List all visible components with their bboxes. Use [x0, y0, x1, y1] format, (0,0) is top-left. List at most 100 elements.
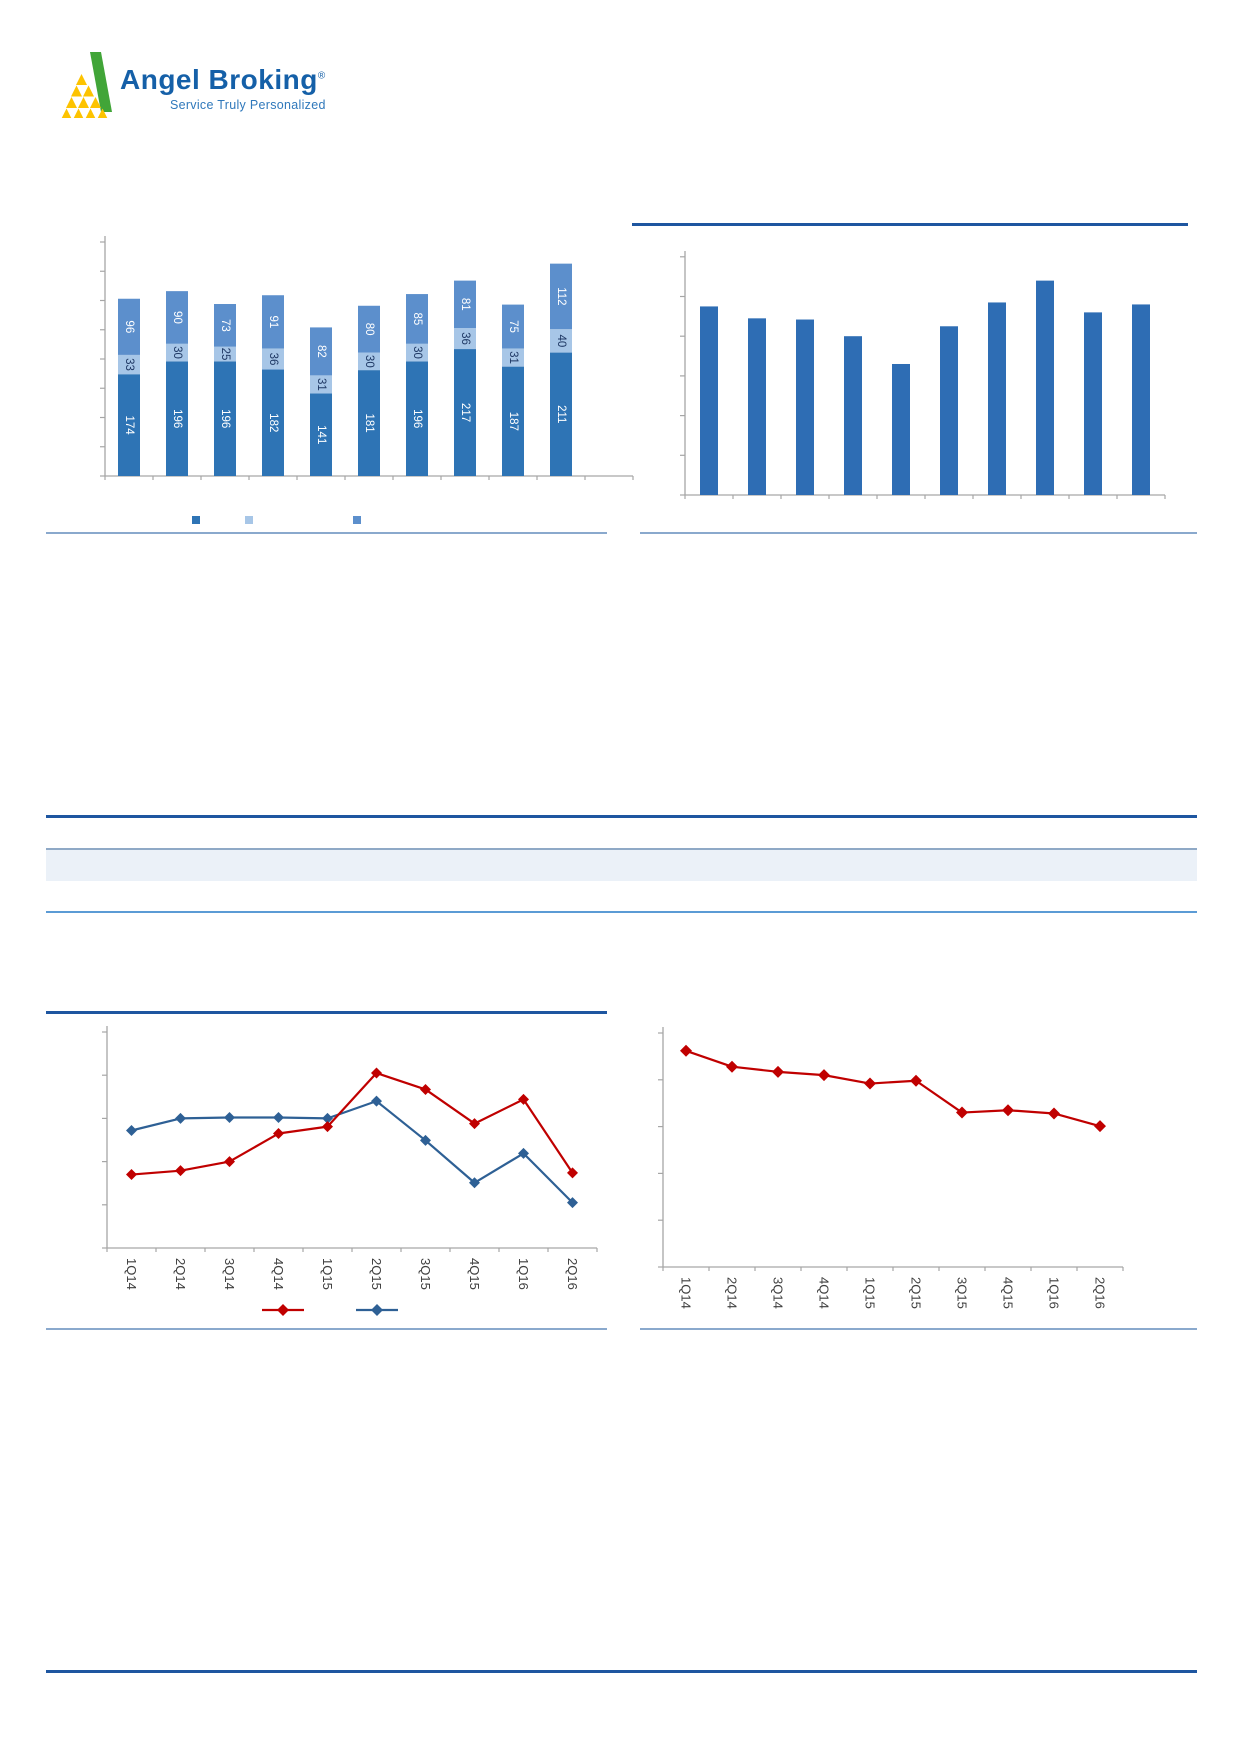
- bar-value-label: 33: [123, 358, 135, 371]
- blue-series-line: [131, 1100, 574, 1204]
- red-series-legend-marker: [277, 1304, 289, 1316]
- bar-value-label: 31: [315, 378, 327, 391]
- bar-value-label: 75: [507, 320, 519, 333]
- bar-value-label: 141: [315, 425, 327, 444]
- logo-yellow-triangle: [71, 85, 82, 97]
- logo-yellow-triangle: [90, 97, 101, 108]
- stacked-bar-segment: [406, 361, 428, 476]
- red-series-marker-diamond: [224, 1156, 235, 1168]
- stacked-bar-segment: [118, 374, 140, 476]
- red-series-marker-diamond: [371, 1067, 382, 1079]
- stacked-bar-segment: [454, 327, 476, 350]
- x-category-label: 2Q14: [725, 1277, 740, 1309]
- top-right-source-rule: [640, 532, 1197, 534]
- bar-value-label: 30: [411, 346, 423, 359]
- bar: [1036, 280, 1054, 495]
- stacked-bar-segment: [166, 361, 188, 476]
- x-category-label: 1Q14: [124, 1258, 139, 1290]
- logo-yellow-triangles: [61, 74, 108, 118]
- blue-series-marker-diamond: [273, 1112, 284, 1124]
- blue-series-marker-diamond: [175, 1112, 186, 1124]
- x-category-label: 2Q14: [173, 1258, 188, 1290]
- blue-series-marker-diamond: [518, 1147, 529, 1159]
- bar-value-label: 82: [315, 345, 327, 358]
- bar-value-label: 217: [459, 403, 471, 422]
- red-series-line: [131, 1071, 574, 1176]
- logo-text-block: Angel Broking® Service Truly Personalize…: [120, 52, 326, 113]
- bar-value-label: 182: [267, 413, 279, 432]
- blue-series-marker-diamond: [322, 1112, 333, 1124]
- bar-value-label: 112: [555, 287, 567, 305]
- logo-yellow-triangle: [66, 97, 77, 108]
- x-category-label: 3Q14: [771, 1277, 786, 1309]
- red-series-marker-diamond: [1048, 1107, 1060, 1120]
- x-category-label: 4Q15: [467, 1258, 482, 1290]
- red-series-marker-diamond: [956, 1106, 968, 1119]
- stacked-bar-segment: [502, 304, 524, 349]
- red-series-marker-diamond: [772, 1065, 784, 1078]
- bar-value-label: 73: [219, 319, 231, 332]
- logo-yellow-triangle: [61, 108, 72, 118]
- stacked-bar-segment: [358, 370, 380, 476]
- x-category-label: 4Q14: [271, 1258, 286, 1290]
- bar: [844, 336, 862, 495]
- red-series-marker-diamond: [518, 1093, 529, 1105]
- bar-value-label: 196: [171, 409, 183, 428]
- bar-value-label: 31: [507, 351, 519, 364]
- bar-value-label: 36: [459, 332, 471, 345]
- stacked-bar-segment: [118, 298, 140, 355]
- stacked-bar-segment: [550, 263, 572, 330]
- bar-value-label: 181: [363, 413, 375, 432]
- top-right-chart-title-rule: [632, 223, 1188, 226]
- red-series-marker-diamond: [680, 1044, 692, 1057]
- x-category-label: 1Q15: [863, 1277, 878, 1309]
- stacked-bar-segment: [310, 375, 332, 394]
- plain-bar-chart: [680, 251, 1166, 499]
- brand-tagline: Service Truly Personalized: [169, 98, 326, 112]
- red-series-marker-diamond: [1094, 1120, 1106, 1133]
- bar: [1084, 312, 1102, 495]
- bottom-right-source-rule: [640, 1328, 1197, 1330]
- legend-swatch-series-middle: [245, 516, 253, 524]
- bar-value-label: 96: [123, 320, 135, 333]
- bar: [700, 306, 718, 495]
- stacked-bar-segment: [454, 280, 476, 328]
- bar: [1132, 304, 1150, 495]
- stacked-bar-segment: [214, 361, 236, 476]
- blue-series-marker-diamond: [567, 1197, 578, 1209]
- bar-value-label: 90: [171, 311, 183, 324]
- legend-swatch-series-bottom: [192, 516, 200, 524]
- bar-value-label: 85: [411, 313, 423, 326]
- stacked-bar-chart: 174 33 96 196 30 90 196 25 73 182 36 91 141 31 82 181 30…: [100, 236, 634, 480]
- stacked-bar-segment: [310, 393, 332, 476]
- stacked-bar-segment: [406, 294, 428, 344]
- stacked-bar-segment: [262, 369, 284, 476]
- blue-series-marker-diamond: [224, 1112, 235, 1124]
- bar-value-label: 40: [555, 334, 567, 347]
- red-series-marker-diamond: [126, 1169, 137, 1181]
- stacked-bar-segment: [550, 352, 572, 476]
- footer-rule: [46, 1670, 1197, 1673]
- red-series-line: [685, 1049, 1101, 1128]
- bar-value-label: 196: [411, 409, 423, 428]
- logo-yellow-triangle: [78, 97, 89, 108]
- angel-broking-logo-icon: [61, 52, 112, 118]
- logo-yellow-triangle: [76, 74, 87, 85]
- stacked-bar-segment: [118, 354, 140, 375]
- red-series-marker-diamond: [469, 1118, 480, 1130]
- stacked-bar-segment: [406, 343, 428, 362]
- bar-value-label: 196: [219, 409, 231, 428]
- red-series-marker-diamond: [273, 1128, 284, 1140]
- stacked-bar-segment: [550, 329, 572, 353]
- blue-series-marker-diamond: [420, 1134, 431, 1146]
- stacked-bar-segment: [454, 349, 476, 476]
- x-category-label: 2Q15: [909, 1277, 924, 1309]
- brand-name: Angel Broking®: [120, 64, 326, 95]
- bar-value-label: 30: [171, 346, 183, 359]
- table-row-rule: [46, 911, 1197, 913]
- red-series-marker-diamond: [567, 1167, 578, 1179]
- bar: [940, 326, 958, 495]
- bar-value-label: 81: [459, 298, 471, 311]
- bar-value-label: 80: [363, 323, 375, 336]
